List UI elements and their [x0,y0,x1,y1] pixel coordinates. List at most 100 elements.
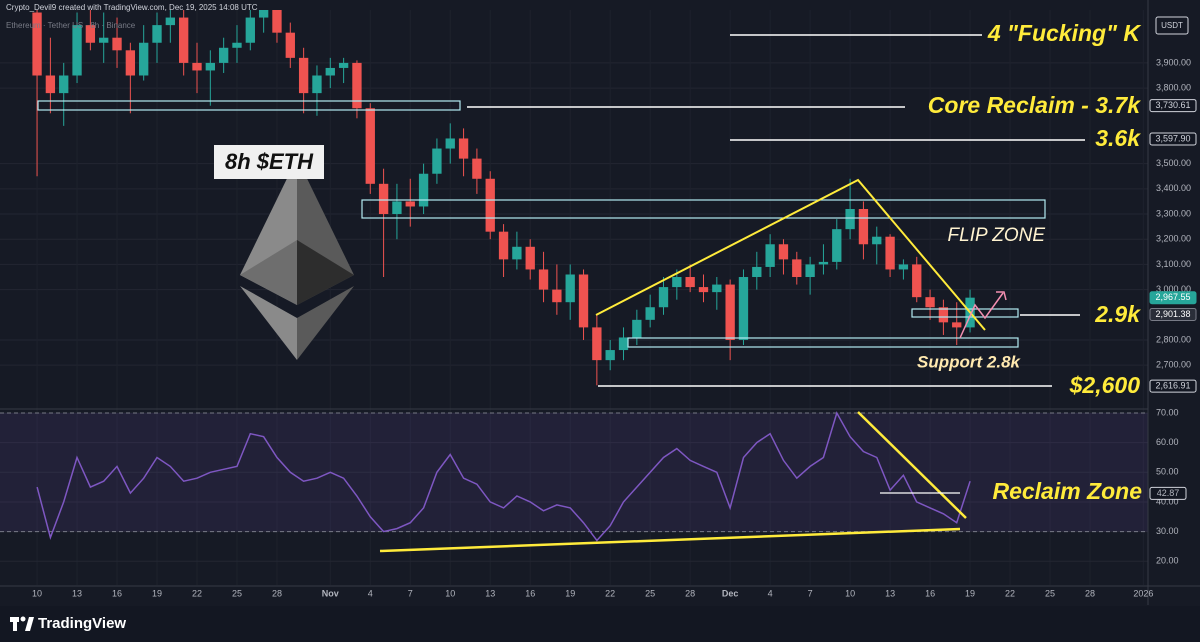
triangle [595,178,986,331]
candle-body [45,75,56,94]
candle-body [125,50,136,76]
candle-body [525,246,535,270]
candle-body [618,337,629,351]
candle-body [658,287,669,308]
y-tick-label: 50.00 [1156,467,1179,477]
candle-body [485,178,495,232]
zone-box [911,308,1019,318]
candle-body [458,138,469,159]
candle-body [179,17,189,63]
x-tick-label: 13 [485,588,495,598]
candle-body [738,277,749,340]
y-tick-label: 70.00 [1156,407,1179,417]
y-tick-label: 3,100.00 [1156,259,1191,269]
candle-body [645,307,655,320]
zone-box [361,199,1046,219]
candle-body [712,284,722,293]
candle-body [405,201,415,207]
candle-body [272,10,282,33]
candle-body [832,229,842,262]
candle-body [392,201,402,215]
candle-body [512,246,522,260]
candle-body [565,274,575,303]
candle-body [872,236,882,245]
candle-body [205,62,215,71]
price-label-box [1149,379,1197,393]
y-tick-label: 3,400.00 [1156,183,1191,193]
candle-body [338,62,349,68]
candle-body [85,25,96,43]
annotation: Support 2.8k [917,352,1022,371]
eth-logo [240,158,354,360]
price-label-box [1149,99,1197,113]
candle-body [778,244,789,260]
x-tick-label: 22 [1005,588,1015,598]
zone-box [627,337,1019,348]
x-tick-label: 7 [808,588,813,598]
y-tick-label: 3,500.00 [1156,158,1191,168]
candle-body [805,264,815,278]
y-tick-label: 3,800.00 [1156,82,1191,92]
candle-body [818,261,829,265]
price-label: 2,967.55 [1155,292,1190,302]
annotation: Core Reclaim - 3.7k [928,92,1141,118]
candle-body [258,10,269,18]
candle-body [365,108,375,184]
x-tick-label: 10 [32,588,42,598]
candle-body [285,32,295,58]
candle-body [792,259,802,278]
rsi-pane [0,412,1148,533]
candle-body [99,37,109,43]
x-tick-label: Dec [722,588,739,598]
price-label-box [1149,307,1197,321]
candle-body [165,17,176,26]
candle-body [325,67,335,76]
x-tick-label: Nov [322,588,339,598]
candle-body [218,47,229,63]
price-label: 2,901.38 [1155,309,1190,319]
rsi-label: 42.87 [1157,488,1180,498]
candle-body [725,284,735,340]
x-tick-label: 2026 [1133,588,1153,598]
x-tick-label: 10 [445,588,455,598]
footer [0,606,1200,642]
x-tick-label: 10 [845,588,855,598]
x-tick-label: 7 [408,588,413,598]
x-tick-label: 4 [368,588,373,598]
brand: TradingView [38,615,126,632]
zone-box [37,100,461,111]
label-box [214,145,324,179]
y-tick-label: 2,700.00 [1156,360,1191,370]
x-tick-label: 25 [645,588,655,598]
x-tick-label: 19 [965,588,975,598]
candle-body [592,327,602,361]
candle-body [605,350,615,361]
brand-logo [10,616,34,631]
x-tick-label: 19 [565,588,575,598]
candles [32,10,975,386]
y-tick-label: 60.00 [1156,437,1179,447]
rsi-band [0,412,1148,532]
candle-body [765,244,775,267]
candle-body [752,266,762,278]
x-tick-label: 16 [112,588,122,598]
candle-body [32,12,42,76]
candle-body [232,42,242,48]
arrow [959,292,1004,339]
candle-body [672,277,682,288]
credit: Crypto_Devil9 created with TradingView.c… [6,3,258,12]
candle-body [858,209,869,245]
candle-body [685,277,695,288]
candle-body [632,319,642,338]
candle-body [72,25,82,76]
candle-body [245,17,255,43]
price-label: 2,616.91 [1155,380,1190,390]
x-tick-label: 28 [685,588,695,598]
candle-body [139,42,149,76]
candle-body [538,269,549,290]
price-label: 3,597.90 [1155,133,1190,143]
x-tick-label: 25 [232,588,242,598]
x-tick-label: 13 [72,588,82,598]
y-tick-label: 3,200.00 [1156,234,1191,244]
